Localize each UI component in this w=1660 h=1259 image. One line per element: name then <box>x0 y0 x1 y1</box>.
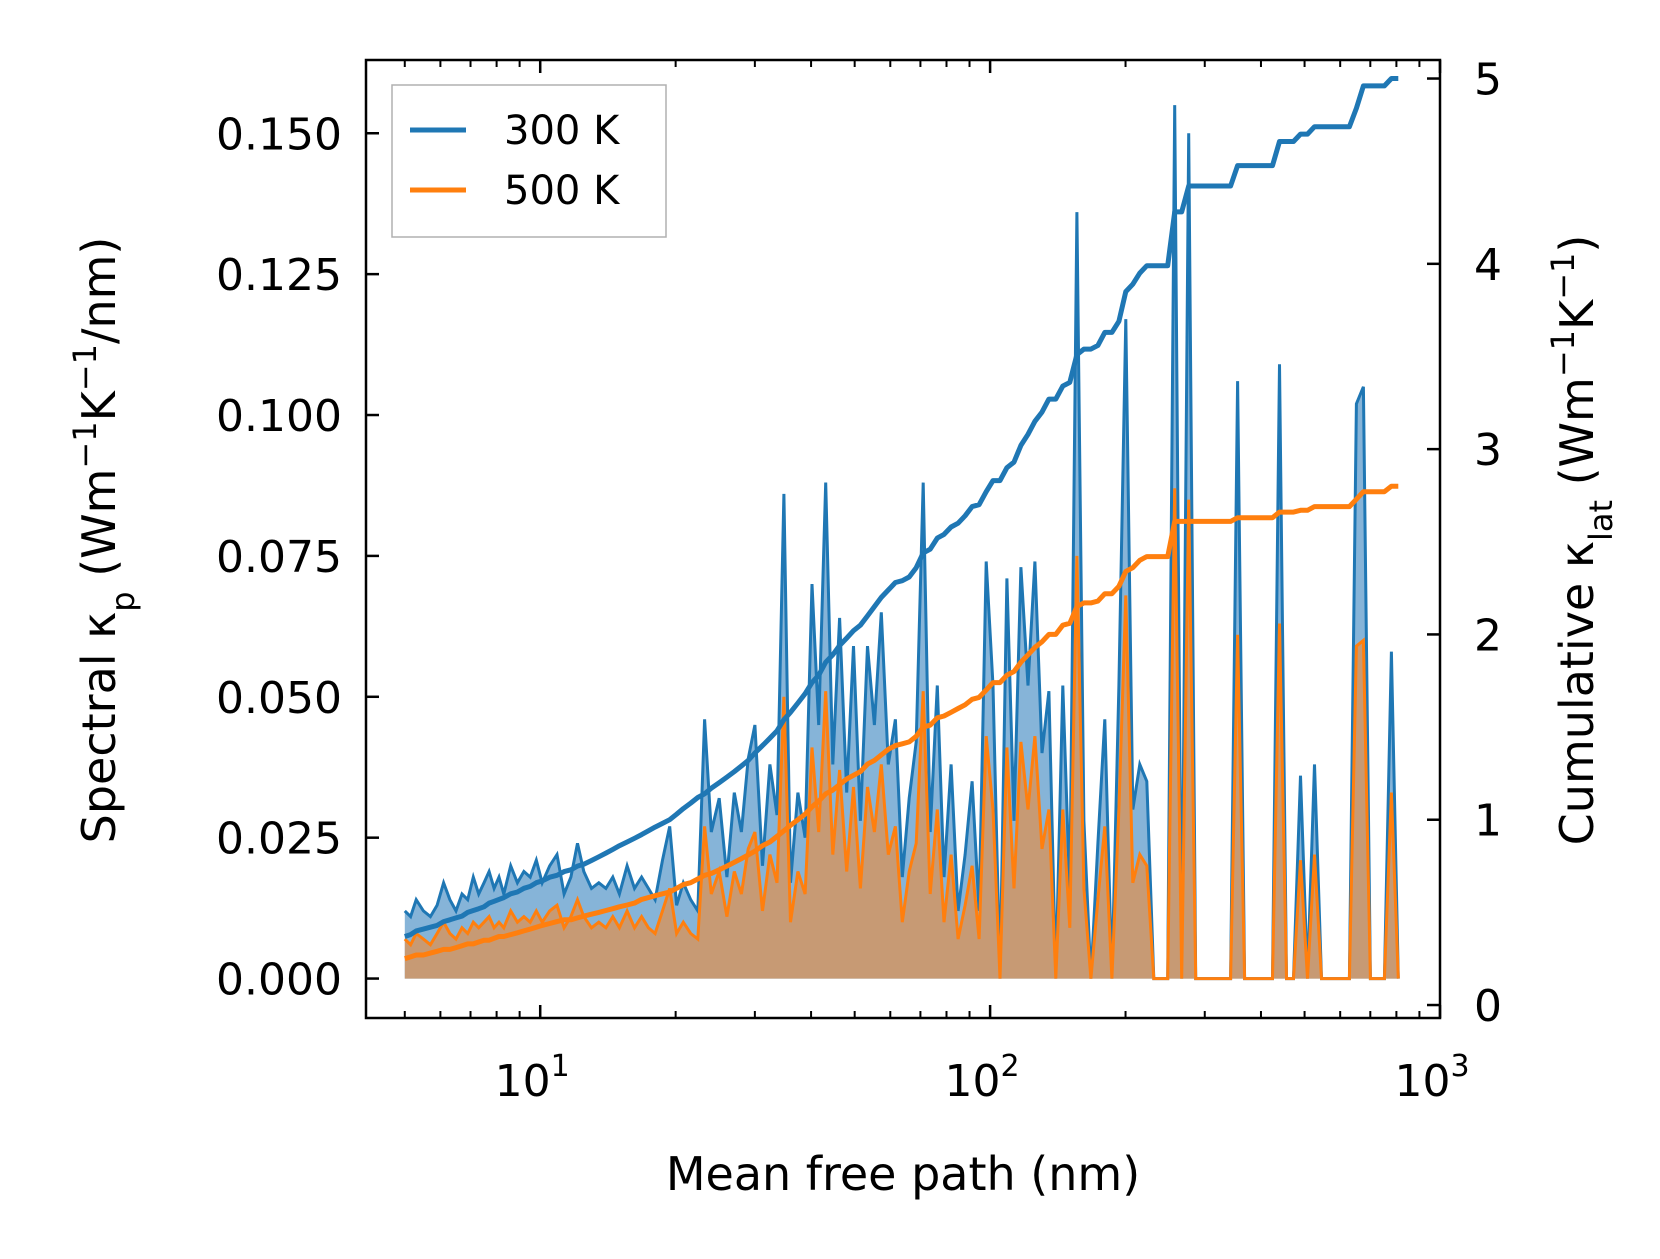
y-left-title-tail: /nm) <box>72 237 126 344</box>
legend-label-300k: 300 K <box>504 108 621 154</box>
y-axis-right-title: Cumulative κlat (Wm−1K−1) <box>1544 235 1620 846</box>
x-tick-label-exponent: 3 <box>1450 1049 1469 1084</box>
y-right-tick-label: 3 <box>1474 425 1502 476</box>
spectral-line-500k <box>403 488 1400 981</box>
y-left-title-mid: K <box>72 389 126 421</box>
x-tick-label-base: 10 <box>495 1056 551 1107</box>
y-right-tick-label: 4 <box>1474 240 1502 291</box>
x-tick-label: 103 <box>1394 1049 1469 1107</box>
x-tick-label-base: 10 <box>945 1056 1001 1107</box>
legend: 300 K 500 K <box>391 84 667 238</box>
y-left-title-sub: p <box>104 591 142 611</box>
legend-label-500k: 500 K <box>504 168 621 214</box>
y-left-tick-label: 0.050 <box>216 673 342 724</box>
y-left-title-exp1: −1 <box>66 421 104 468</box>
x-tick-label-exponent: 2 <box>1001 1049 1020 1084</box>
y-right-tick-label: 0 <box>1474 981 1502 1032</box>
axis-ticks: 0.000 0.025 0.050 0.075 0.100 0.125 0.150 0 1 2 3 4… <box>216 55 1502 1107</box>
x-axis-title: Mean free path (nm) <box>666 1147 1140 1201</box>
x-tick-label: 101 <box>495 1049 570 1107</box>
y-right-title-sub: lat <box>1582 500 1620 541</box>
y-left-tick-label: 0.100 <box>216 391 342 442</box>
y-right-title-mid: K <box>1550 298 1604 330</box>
y-right-tick-label: 1 <box>1474 796 1502 847</box>
cumulative-line-500k <box>404 483 1399 962</box>
y-left-title-base: Spectral κ <box>72 612 126 844</box>
y-left-tick-label: 0.125 <box>216 250 342 301</box>
y-left-tick-label: 0.075 <box>216 532 342 583</box>
y-right-tick-label: 2 <box>1474 610 1502 661</box>
y-left-tick-label: 0.025 <box>216 814 342 865</box>
y-right-title-units: (Wm <box>1550 377 1604 500</box>
y-left-title-exp2: −1 <box>66 344 104 391</box>
y-right-tick-label: 5 <box>1474 55 1502 106</box>
cumulative-line-300k <box>404 76 1399 939</box>
y-right-title-exp1: −1 <box>1544 330 1582 377</box>
y-left-title-units: (Wm <box>72 469 126 592</box>
y-right-title-base: Cumulative κ <box>1550 541 1604 845</box>
y-right-title-exp2: −1 <box>1544 253 1582 300</box>
plot-area <box>403 76 1400 981</box>
y-right-title-tail: ) <box>1550 235 1604 253</box>
x-tick-label-exponent: 1 <box>551 1049 570 1084</box>
x-tick-label-base: 10 <box>1394 1056 1450 1107</box>
y-axis-left-title: Spectral κp (Wm−1K−1/nm) <box>66 237 142 844</box>
y-left-tick-label: 0.000 <box>216 955 342 1006</box>
plot-frame <box>364 58 1442 1020</box>
legend-box <box>391 84 667 238</box>
x-tick-label: 102 <box>945 1049 1020 1107</box>
y-left-tick-label: 0.150 <box>216 109 342 160</box>
